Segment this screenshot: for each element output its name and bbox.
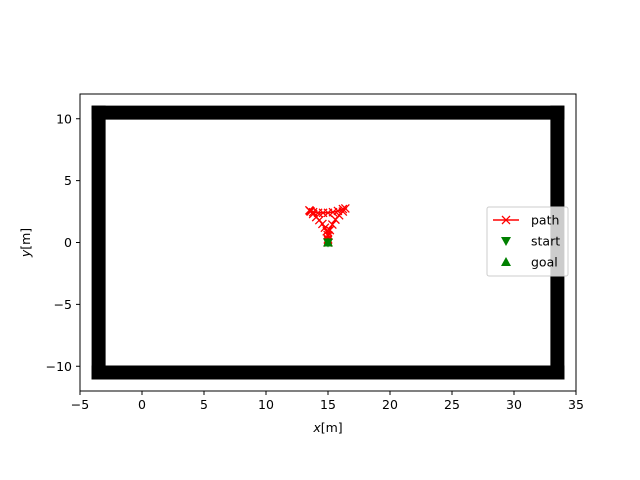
path-point <box>325 225 335 235</box>
x-tick-label: 0 <box>138 397 146 412</box>
x-tick-label: −5 <box>71 397 89 412</box>
legend-entry-goal: goal <box>501 255 558 270</box>
legend-entry-path: path <box>493 213 559 228</box>
y-tick-label: −5 <box>54 297 72 312</box>
x-tick-label: 20 <box>382 397 398 412</box>
x-tick-label: 10 <box>258 397 274 412</box>
legend-label: start <box>531 234 560 249</box>
x-tick-label: 15 <box>320 397 336 412</box>
x-tick-label: 30 <box>506 397 522 412</box>
legend-x-swatch <box>501 215 511 225</box>
path-point <box>338 204 348 214</box>
legend: path start goal <box>486 206 569 277</box>
y-tick-label: 10 <box>56 111 72 126</box>
legend-goal-swatch <box>501 257 511 266</box>
x-tick-label: 25 <box>444 397 460 412</box>
legend-start-swatch <box>501 237 511 246</box>
path-point <box>305 206 315 216</box>
y-axis-ticks: −10 −5 0 5 10 <box>46 111 80 374</box>
x-axis-label: x[m] <box>312 420 342 435</box>
x-axis-ticks: −5 0 5 10 15 20 25 30 35 <box>71 391 584 412</box>
goal-point <box>323 237 333 247</box>
x-tick-label: 5 <box>200 397 208 412</box>
path-point <box>327 220 337 230</box>
legend-box <box>486 206 569 277</box>
y-tick-label: −10 <box>46 359 72 374</box>
series-layer <box>304 204 350 248</box>
y-tick-label: 5 <box>64 173 72 188</box>
legend-label: path <box>531 213 559 228</box>
series-goal <box>323 237 333 247</box>
x-tick-label: 35 <box>568 397 584 412</box>
legend-label: goal <box>531 255 558 270</box>
path-point <box>330 215 340 225</box>
y-axis-label: y[m] <box>18 228 33 258</box>
legend-entry-start: start <box>501 234 560 249</box>
y-tick-label: 0 <box>64 235 72 250</box>
